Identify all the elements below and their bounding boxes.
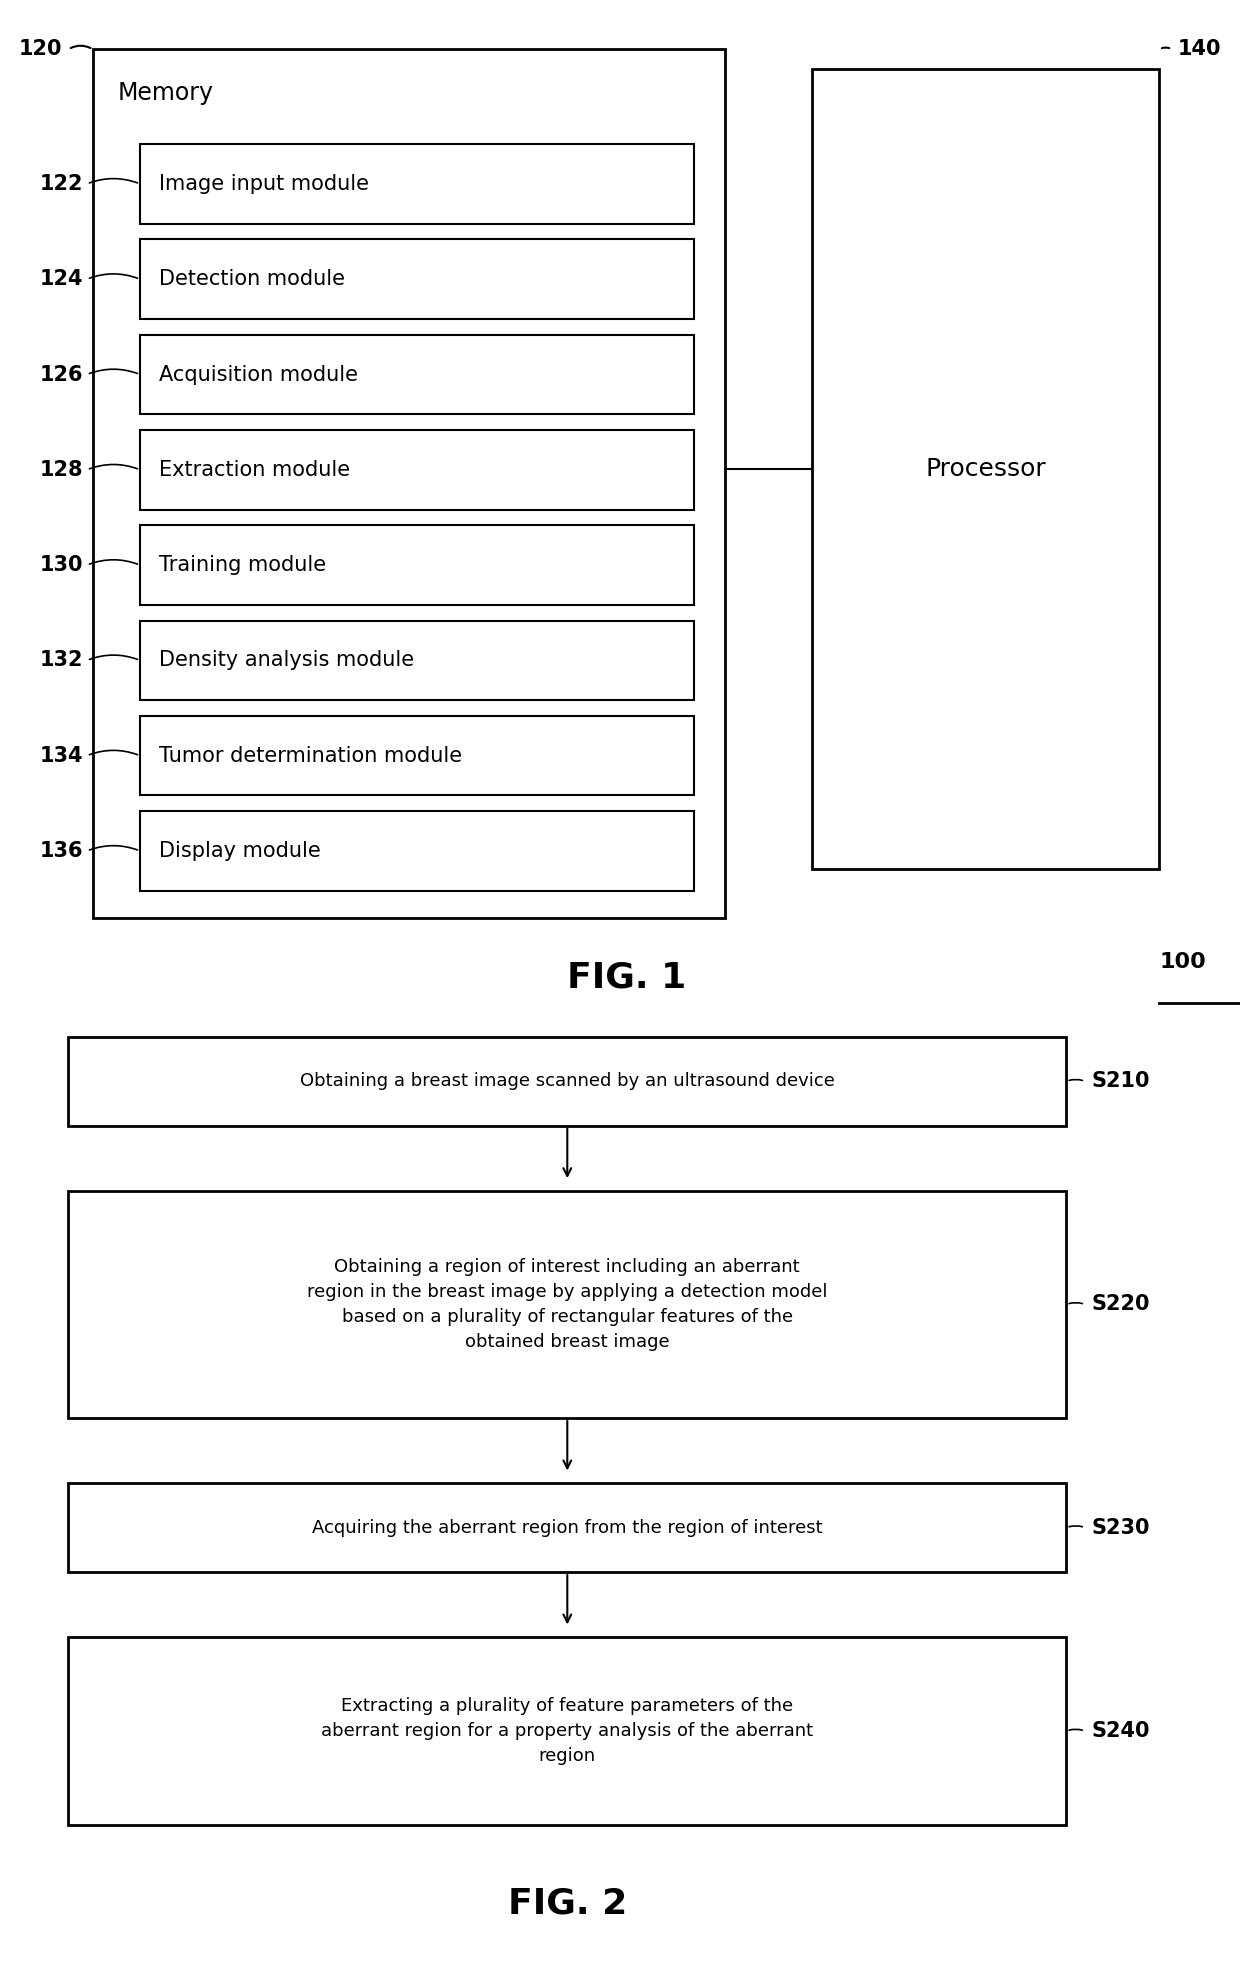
Bar — [140, 334, 694, 415]
Text: 122: 122 — [40, 174, 83, 194]
Text: Memory: Memory — [118, 81, 213, 105]
Text: 128: 128 — [40, 460, 83, 480]
Text: Extracting a plurality of feature parameters of the
aberrant region for a proper: Extracting a plurality of feature parame… — [321, 1697, 813, 1766]
Text: 100: 100 — [1159, 952, 1207, 972]
Bar — [140, 144, 694, 223]
Text: Obtaining a breast image scanned by an ultrasound device: Obtaining a breast image scanned by an u… — [300, 1072, 835, 1090]
Bar — [140, 620, 694, 701]
Text: 136: 136 — [40, 841, 83, 861]
Bar — [140, 431, 694, 510]
Bar — [140, 812, 694, 891]
Text: S210: S210 — [1091, 1070, 1149, 1092]
Text: FIG. 1: FIG. 1 — [567, 960, 686, 995]
Text: 130: 130 — [40, 555, 83, 575]
Text: Density analysis module: Density analysis module — [159, 650, 414, 670]
Text: S240: S240 — [1091, 1720, 1149, 1742]
Text: Display module: Display module — [159, 841, 320, 861]
Text: Image input module: Image input module — [159, 174, 368, 194]
Text: Extraction module: Extraction module — [159, 460, 350, 480]
Bar — [68, 1191, 1066, 1418]
Text: 120: 120 — [19, 40, 62, 59]
Text: 134: 134 — [40, 747, 83, 766]
Text: Obtaining a region of interest including an aberrant
region in the breast image : Obtaining a region of interest including… — [308, 1258, 827, 1351]
Text: 124: 124 — [40, 269, 83, 288]
Bar — [140, 715, 694, 796]
Bar — [812, 69, 1159, 869]
Text: 132: 132 — [40, 650, 83, 670]
Bar — [93, 49, 725, 918]
Text: Tumor determination module: Tumor determination module — [159, 747, 461, 766]
Text: 126: 126 — [40, 365, 83, 385]
Bar — [140, 525, 694, 604]
Text: 140: 140 — [1178, 40, 1221, 59]
Bar — [140, 239, 694, 318]
Text: Detection module: Detection module — [159, 269, 345, 288]
Text: Acquiring the aberrant region from the region of interest: Acquiring the aberrant region from the r… — [312, 1519, 822, 1537]
Text: Processor: Processor — [925, 456, 1047, 482]
Bar — [68, 1483, 1066, 1572]
Text: S230: S230 — [1091, 1517, 1149, 1539]
Text: S220: S220 — [1091, 1294, 1149, 1315]
Text: Acquisition module: Acquisition module — [159, 365, 357, 385]
Text: Training module: Training module — [159, 555, 326, 575]
Bar — [68, 1637, 1066, 1825]
Bar — [68, 1037, 1066, 1126]
Text: FIG. 2: FIG. 2 — [507, 1886, 627, 1922]
